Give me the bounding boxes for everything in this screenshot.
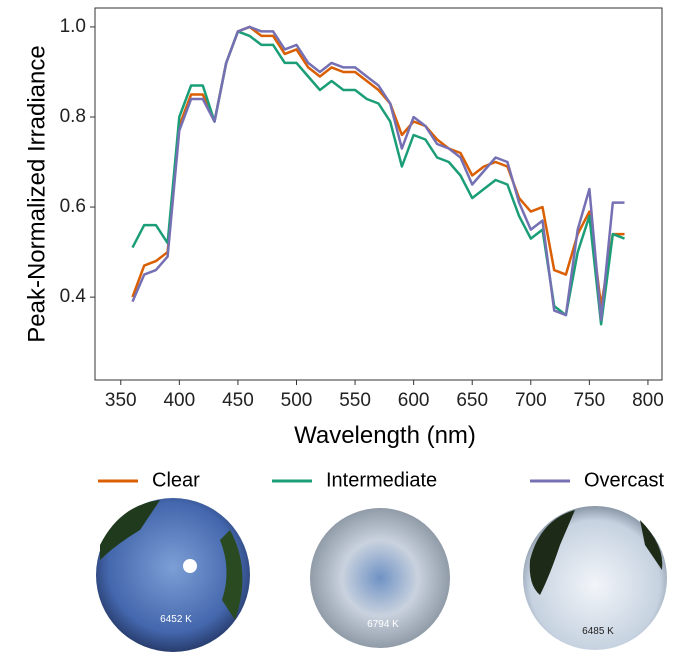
sky-image <box>310 508 450 648</box>
trees <box>640 520 663 570</box>
sky-images: 6452 K 6794 K 6485 K <box>96 498 667 652</box>
trees <box>100 500 160 560</box>
legend-label: Intermediate <box>326 469 437 491</box>
data-line <box>131 25 625 308</box>
x-tick-label: 350 <box>105 390 137 411</box>
legend-label: Overcast <box>584 469 664 491</box>
y-tick-label: 0.6 <box>60 196 86 217</box>
x-tick-label: 750 <box>574 390 606 411</box>
data-line <box>131 25 625 321</box>
y-tick-label: 0.8 <box>60 106 86 127</box>
x-tick-label: 550 <box>339 390 371 411</box>
x-tick-label: 600 <box>398 390 430 411</box>
image-label: 6452 K <box>160 614 192 625</box>
x-tick-label: 800 <box>632 390 664 411</box>
x-tick-label: 700 <box>515 390 547 411</box>
y-tick-label: 0.4 <box>60 286 87 307</box>
plot-panel <box>94 7 663 381</box>
sky-image <box>96 498 250 652</box>
x-tick-label: 650 <box>456 390 488 411</box>
x-tick-label: 500 <box>281 390 313 411</box>
y-axis-title: Peak-Normalized Irradiance <box>23 45 50 342</box>
x-tick-label: 400 <box>163 390 195 411</box>
x-tick-label: 450 <box>222 390 254 411</box>
legend-label: Clear <box>152 469 200 491</box>
sun <box>183 559 197 573</box>
x-axis-title: Wavelength (nm) <box>294 422 476 449</box>
trees <box>220 530 243 620</box>
image-label: 6485 K <box>582 626 614 637</box>
y-tick-label: 1.0 <box>60 16 86 37</box>
image-label: 6794 K <box>367 619 399 630</box>
trees <box>529 510 575 595</box>
